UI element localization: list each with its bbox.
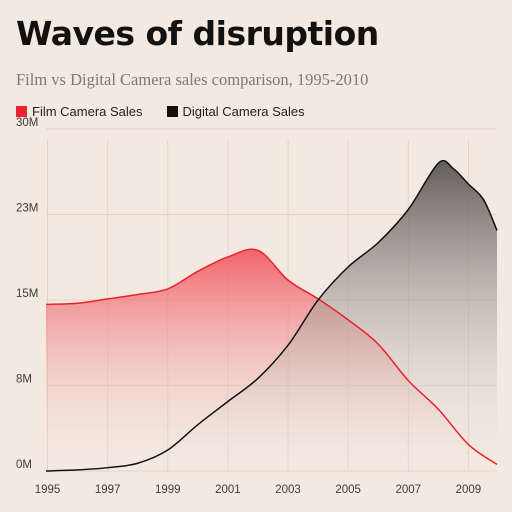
legend-swatch-digital xyxy=(166,106,178,117)
legend-item-digital: Digital Camera Sales xyxy=(166,104,305,119)
legend-label-film: Film Camera Sales xyxy=(32,104,143,119)
y-tick-label: 15M xyxy=(16,288,38,300)
x-tick-label: 1997 xyxy=(95,484,121,496)
y-tick-label: 8M xyxy=(16,373,32,385)
x-tick-label: 2003 xyxy=(275,484,301,496)
y-tick-label: 23M xyxy=(16,202,38,214)
line-digital xyxy=(45,159,498,472)
axis-labels: 1995 1997 1999 2001 2003 2005 2007 2009 0M 8M 15M 2… xyxy=(16,117,481,496)
area-digital xyxy=(46,160,497,472)
x-tick-label: 1999 xyxy=(155,484,181,496)
series-lines xyxy=(45,159,498,472)
chart-legend: Film Camera Sales Digital Camera Sales xyxy=(16,104,305,119)
line-film xyxy=(45,248,498,465)
x-tick-label: 1995 xyxy=(35,484,61,496)
legend-label-digital: Digital Camera Sales xyxy=(182,104,305,119)
y-tick-label: 0M xyxy=(16,459,32,471)
chart-subtitle: Film vs Digital Camera sales comparison,… xyxy=(16,70,369,89)
x-tick-label: 2005 xyxy=(335,484,361,496)
y-tick-label: 30M xyxy=(16,117,38,129)
x-tick-label: 2007 xyxy=(396,484,422,496)
chart-title: Waves of disruption xyxy=(16,14,379,53)
series-areas xyxy=(46,160,497,472)
legend-swatch-film xyxy=(16,106,27,117)
legend-item-film: Film Camera Sales xyxy=(16,104,143,119)
x-tick-label: 2009 xyxy=(456,484,482,496)
x-tick-label: 2001 xyxy=(215,484,241,496)
